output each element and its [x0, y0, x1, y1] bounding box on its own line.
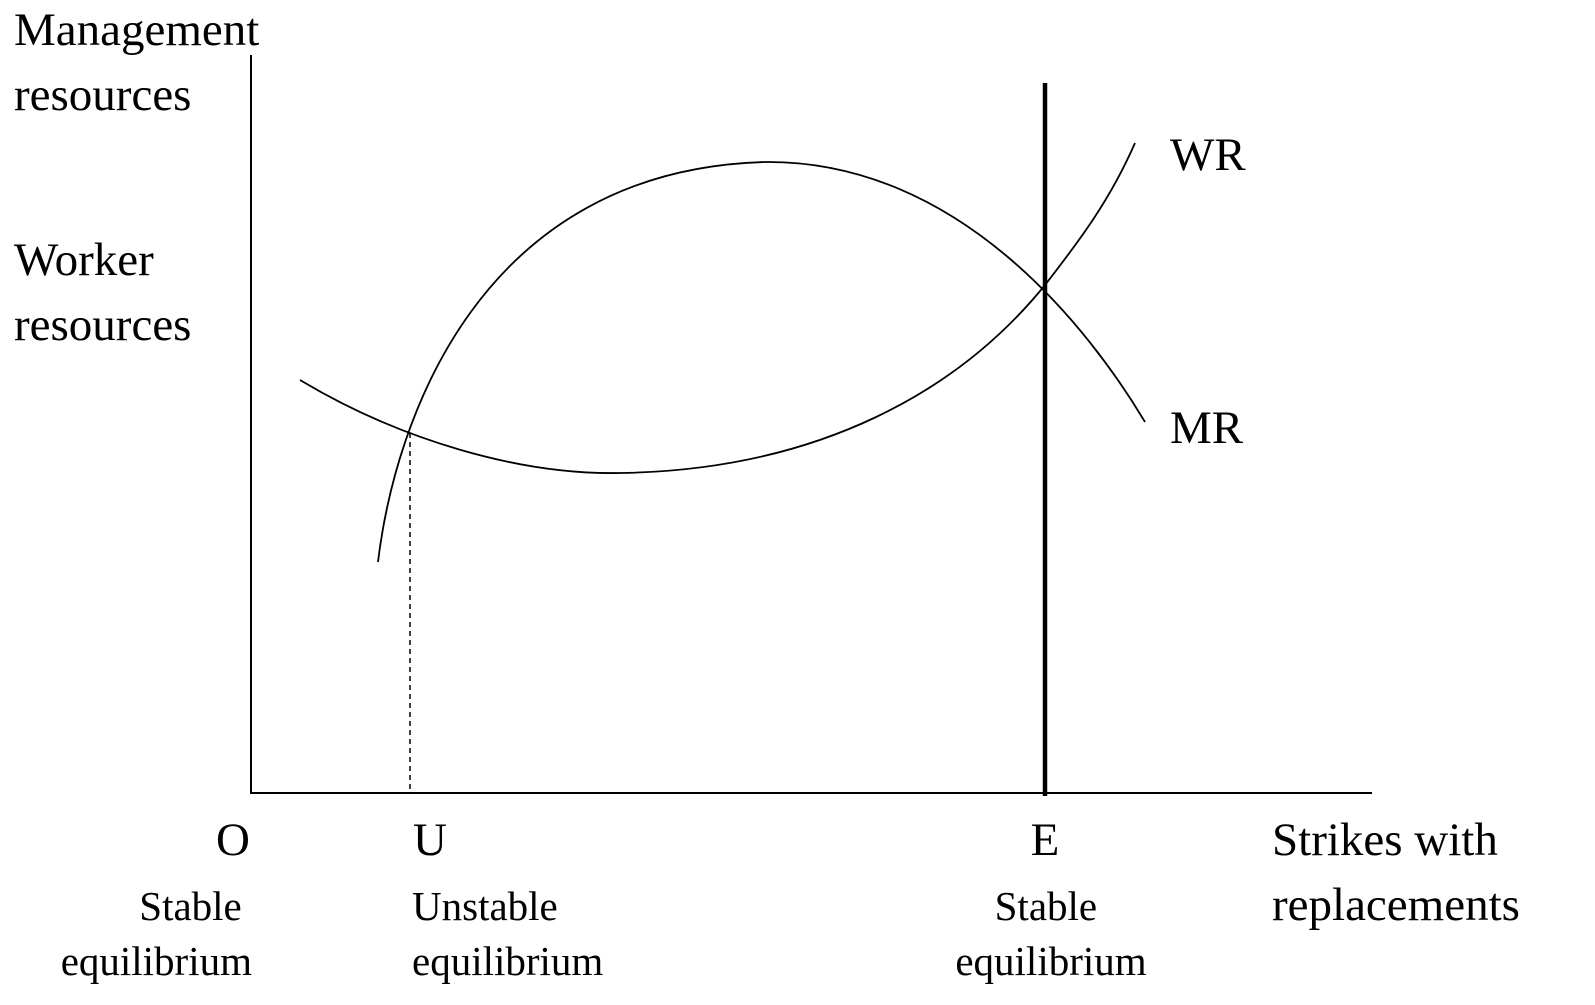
- description-line: equilibrium: [412, 938, 603, 984]
- y-axis-label: Worker resources: [14, 234, 191, 351]
- label-line: replacements: [1272, 879, 1520, 931]
- label-line: resources: [14, 69, 191, 121]
- x-axis-label: Strikes with replacements: [1272, 814, 1520, 931]
- point-label: E: [1031, 814, 1060, 866]
- curve-label: MR: [1170, 402, 1244, 454]
- description-line: equilibrium: [955, 938, 1146, 984]
- mr-curve: [377, 161, 1146, 563]
- curve-label: WR: [1170, 129, 1246, 181]
- point-label: U: [413, 814, 447, 866]
- point-description: Stable equilibrium: [955, 883, 1146, 984]
- point-description: Stable equilibrium: [61, 883, 252, 984]
- label-line: resources: [14, 299, 191, 351]
- label-line: Management: [14, 4, 259, 56]
- description-line: Stable: [995, 883, 1097, 929]
- y-axis-label: Management resources: [14, 4, 271, 121]
- description-line: Stable: [139, 883, 241, 929]
- description-line: Unstable: [412, 883, 558, 929]
- point-description: Unstable equilibrium: [412, 883, 603, 984]
- point-label: O: [216, 814, 250, 866]
- wr-curve: [299, 142, 1136, 474]
- label-line: Strikes with: [1272, 814, 1498, 866]
- label-line: Worker: [14, 234, 154, 286]
- description-line: equilibrium: [61, 938, 252, 984]
